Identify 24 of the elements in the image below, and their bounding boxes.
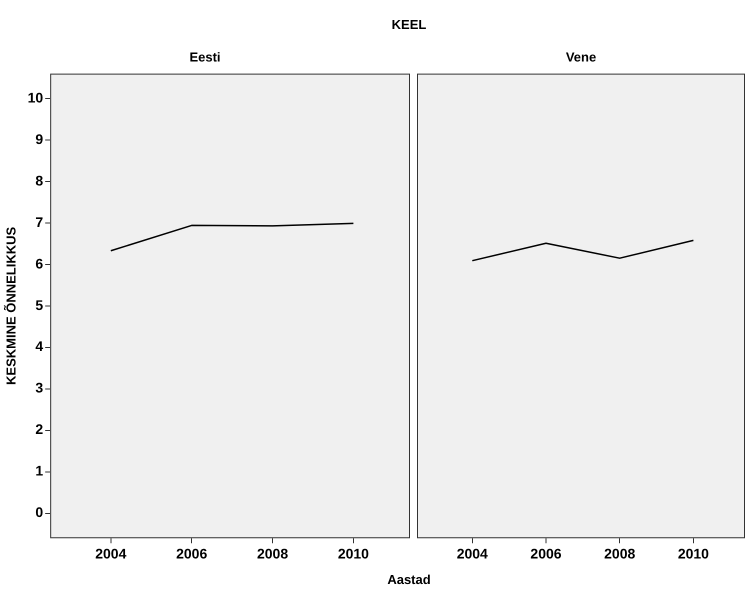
y-tick-label: 1 (35, 462, 44, 479)
y-tick-label: 0 (35, 504, 44, 520)
y-tick-label: 3 (35, 380, 44, 396)
y-tick-label: 5 (35, 296, 44, 313)
y-tick-label: 2 (35, 421, 44, 438)
x-tick-label: 2010 (678, 545, 710, 562)
y-tick-label: 4 (35, 338, 44, 354)
x-tick-label: 2004 (456, 545, 488, 562)
x-tick-label: 2006 (530, 545, 562, 562)
x-tick-label: 2008 (256, 545, 288, 562)
chart-title: Vene (566, 49, 596, 64)
x-axis-title: Aastad (387, 572, 431, 587)
y-tick-label: 10 (28, 89, 44, 106)
x-tick-label: 2008 (604, 545, 636, 562)
chart-title: Eesti (189, 49, 221, 64)
text: KEEL (392, 17, 426, 32)
x-tick-label: 2010 (338, 545, 370, 562)
y-tick-label: 7 (35, 214, 44, 230)
y-tick-label: 9 (35, 130, 44, 147)
y-tick-label: 6 (35, 255, 44, 272)
x-tick-label: 2004 (95, 545, 127, 562)
y-tick-label: 8 (35, 172, 44, 188)
y-axis-title: KESKMINE ÕNNELIKKUS (3, 226, 18, 385)
x-tick-label: 2006 (176, 545, 208, 562)
